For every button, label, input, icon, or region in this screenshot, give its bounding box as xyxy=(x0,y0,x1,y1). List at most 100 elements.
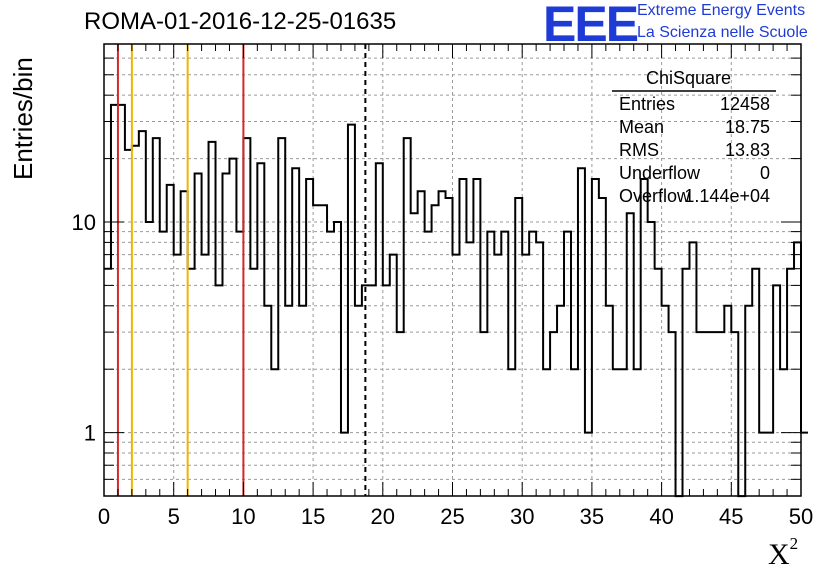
y-axis-label: Entries/bin xyxy=(8,57,38,180)
histogram-bin xyxy=(397,332,404,496)
logo-line-2: La Scienza nelle Scuole xyxy=(637,24,808,41)
chart-title: ROMA-01-2016-12-25-01635 xyxy=(84,8,397,35)
histogram-bin xyxy=(327,232,334,496)
histogram-bin xyxy=(376,163,383,496)
histogram-bin xyxy=(710,332,717,496)
histogram-bin xyxy=(724,306,731,496)
histogram-bin xyxy=(425,232,432,496)
x-tick-label: 0 xyxy=(98,504,110,529)
histogram-bin xyxy=(683,269,690,496)
stats-label-rms: RMS xyxy=(619,140,659,160)
histogram-bin xyxy=(473,179,480,496)
histogram-bin xyxy=(285,306,292,496)
histogram-bin xyxy=(195,173,202,496)
histogram-bin xyxy=(592,179,599,496)
histogram-bin xyxy=(515,198,522,496)
stats-label-overflow: Overflow xyxy=(619,186,691,206)
x-tick-label: 40 xyxy=(649,504,673,529)
x-tick-label: 10 xyxy=(231,504,255,529)
histogram-bin xyxy=(418,191,425,496)
histogram-bin xyxy=(466,242,473,496)
histogram-bin xyxy=(508,369,515,496)
histogram-bin xyxy=(209,142,216,496)
x-tick-label: 20 xyxy=(371,504,395,529)
x-tick-label: 5 xyxy=(168,504,180,529)
histogram-bin xyxy=(578,168,585,496)
histogram-bin xyxy=(139,131,146,496)
histogram-bin xyxy=(571,369,578,496)
histogram-bin xyxy=(292,168,299,496)
histogram-bin xyxy=(696,332,703,496)
histogram-bin xyxy=(669,332,676,496)
histogram-bin xyxy=(432,205,439,496)
histogram-bin xyxy=(801,433,808,496)
histogram-bin xyxy=(390,255,397,496)
stats-value-entries: 12458 xyxy=(719,94,770,114)
histogram-bin xyxy=(334,222,341,496)
histogram-bin xyxy=(216,285,223,496)
histogram-bin xyxy=(383,285,390,496)
histogram-bin xyxy=(480,332,487,496)
histogram-bin xyxy=(543,369,550,496)
histogram-bin xyxy=(104,269,111,496)
histogram-bin xyxy=(229,159,236,496)
histogram-bin xyxy=(536,242,543,496)
histogram-bin xyxy=(341,433,348,496)
histogram-bin xyxy=(529,232,536,496)
x-tick-label: 25 xyxy=(440,504,464,529)
histogram-bin xyxy=(627,213,634,496)
y-tick-label: 10 xyxy=(72,210,96,235)
x-tick-label: 50 xyxy=(789,504,813,529)
histogram-bin xyxy=(167,185,174,496)
stats-label-underflow: Underflow xyxy=(619,163,701,183)
histogram-bin xyxy=(641,179,648,496)
stats-title: ChiSquare xyxy=(646,68,732,88)
histogram-bin xyxy=(459,179,466,496)
histogram-bin xyxy=(188,269,195,496)
histogram-bin xyxy=(257,163,264,496)
histogram-bin xyxy=(773,285,780,496)
histogram-bin xyxy=(160,232,167,496)
histogram-bin xyxy=(146,222,153,496)
histogram-bin xyxy=(125,150,132,496)
histogram-bin xyxy=(299,306,306,496)
histogram-bin xyxy=(745,306,752,496)
histogram-bin xyxy=(355,306,362,496)
histogram-bin xyxy=(494,255,501,496)
histogram-bin xyxy=(453,255,460,496)
histogram-bin xyxy=(278,138,285,496)
histogram-bin xyxy=(689,242,696,496)
histogram-bin xyxy=(717,332,724,496)
histogram-bin xyxy=(703,332,710,496)
x-tick-label: 45 xyxy=(719,504,743,529)
histogram-bin xyxy=(236,232,243,496)
x-tick-label: 15 xyxy=(301,504,325,529)
histogram-bin xyxy=(487,232,494,496)
stats-label-entries: Entries xyxy=(619,94,676,114)
histogram-bin xyxy=(759,433,766,496)
x-tick-label: 30 xyxy=(510,504,534,529)
histogram-bin xyxy=(599,198,606,496)
histogram-bin xyxy=(132,146,139,496)
histogram-bin xyxy=(634,369,641,496)
histogram-bin xyxy=(306,179,313,496)
histogram-bin xyxy=(153,138,160,496)
histogram-bin xyxy=(787,269,794,496)
histogram-bin xyxy=(271,369,278,496)
y-tick-label: 1 xyxy=(84,421,96,446)
histogram-bin xyxy=(243,138,250,496)
histogram-bin xyxy=(411,213,418,496)
histogram-bin xyxy=(118,105,125,496)
histogram-bin xyxy=(522,255,529,496)
histogram-bin xyxy=(348,125,355,496)
eee-logo: EEE xyxy=(543,0,639,52)
histogram-bin xyxy=(550,332,557,496)
histogram-bin xyxy=(585,433,592,496)
logo-line-1: Extreme Energy Events xyxy=(637,2,806,19)
histogram-bin xyxy=(613,369,620,496)
histogram-bin xyxy=(320,205,327,496)
histogram-bin xyxy=(564,232,571,496)
histogram-bin xyxy=(222,173,229,496)
histogram-bin xyxy=(202,255,209,496)
histogram-bin xyxy=(250,269,257,496)
